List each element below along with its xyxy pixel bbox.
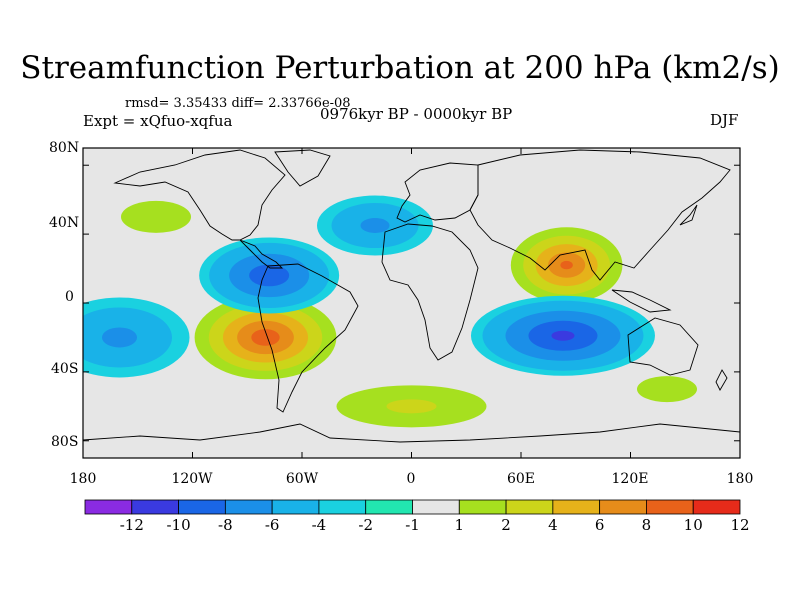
contour-level-neg-6: [249, 264, 290, 287]
contour-level-neg-4: [360, 218, 390, 233]
period-label: 0976kyr BP - 0000kyr BP: [320, 105, 513, 123]
colorbar-label: -1: [405, 516, 420, 534]
colorbar-label: -6: [264, 516, 280, 534]
contour-level-pos-10: [560, 260, 573, 270]
y-tick-label: 0: [65, 289, 74, 305]
colorbar: [84, 499, 741, 515]
coastlines: [83, 149, 740, 443]
colorbar-swatch: [552, 499, 601, 515]
colorbar-swatch: [412, 499, 460, 515]
coast-maritime-continent: [611, 289, 672, 313]
coast-japan: [679, 204, 698, 226]
colorbar-label: 1: [454, 516, 465, 534]
x-tick-label: 120E: [611, 471, 649, 487]
colorbar-swatch: [271, 499, 320, 515]
coast-antarctica: [83, 423, 740, 443]
colorbar-swatch: [318, 499, 367, 515]
colorbar-swatch: [365, 499, 413, 515]
colorbar-label: -4: [311, 516, 327, 534]
contour-level-pos-2: [637, 376, 697, 403]
colorbar-label: 4: [548, 516, 558, 534]
coast-asia: [469, 149, 731, 281]
colorbar-label: -10: [166, 516, 191, 534]
experiment-label: Expt = xQfuo-xqfua: [83, 112, 233, 130]
colorbar-swatch: [84, 499, 133, 515]
x-tick-label: 120W: [171, 471, 213, 487]
contour-level-pos-2: [121, 200, 191, 233]
y-tick-label: 80S: [51, 434, 79, 450]
rmsd-annotation: rmsd= 3.35433 diff= 2.33766e-08: [125, 96, 351, 111]
y-tick-label: 80N: [49, 140, 80, 156]
colorbar-label: 2: [501, 516, 511, 534]
x-tick-label: 0: [406, 471, 416, 487]
chart-title: Streamfunction Perturbation at 200 hPa (…: [20, 50, 780, 86]
colorbar-label: 8: [641, 516, 652, 534]
coast-africa: [381, 223, 479, 361]
x-tick-label: 180: [69, 471, 97, 487]
season-label: DJF: [710, 111, 739, 129]
x-tick-label: 60W: [285, 471, 319, 487]
axis-ticks: [82, 148, 741, 458]
y-tick-label: 40N: [49, 215, 80, 231]
colorbar-swatch: [505, 499, 554, 515]
coast-new-zealand: [715, 369, 728, 391]
colorbar-label: 12: [730, 516, 750, 534]
contour-level-pos-4: [386, 399, 437, 414]
map-field: [83, 148, 740, 458]
x-tick-label: 180: [726, 471, 754, 487]
colorbar-label: -8: [218, 516, 233, 534]
colorbar-swatch: [458, 499, 507, 515]
colorbar-swatch: [646, 499, 694, 515]
contour-level-pos-10: [251, 329, 280, 346]
colorbar-swatch: [599, 499, 647, 515]
colorbar-swatch: [224, 499, 273, 515]
coast-south-america: [257, 263, 359, 413]
coast-australia: [627, 317, 699, 376]
coast-greenland: [274, 149, 331, 187]
colorbar-label: -12: [119, 516, 144, 534]
colorbar-label: -2: [358, 516, 374, 534]
x-tick-label: 60E: [506, 471, 536, 487]
contour-level-neg-8: [551, 330, 575, 341]
contour-shading: [83, 184, 727, 435]
coast-north-america: [113, 149, 286, 241]
colorbar-swatch: [692, 499, 741, 515]
colorbar-swatch: [178, 499, 226, 515]
contour-level-neg-4: [102, 327, 137, 348]
colorbar-swatch: [131, 499, 179, 515]
y-tick-label: 40S: [51, 361, 79, 377]
colorbar-label: 6: [594, 516, 605, 534]
colorbar-label: 10: [683, 516, 703, 534]
coast-central-america: [239, 239, 284, 269]
